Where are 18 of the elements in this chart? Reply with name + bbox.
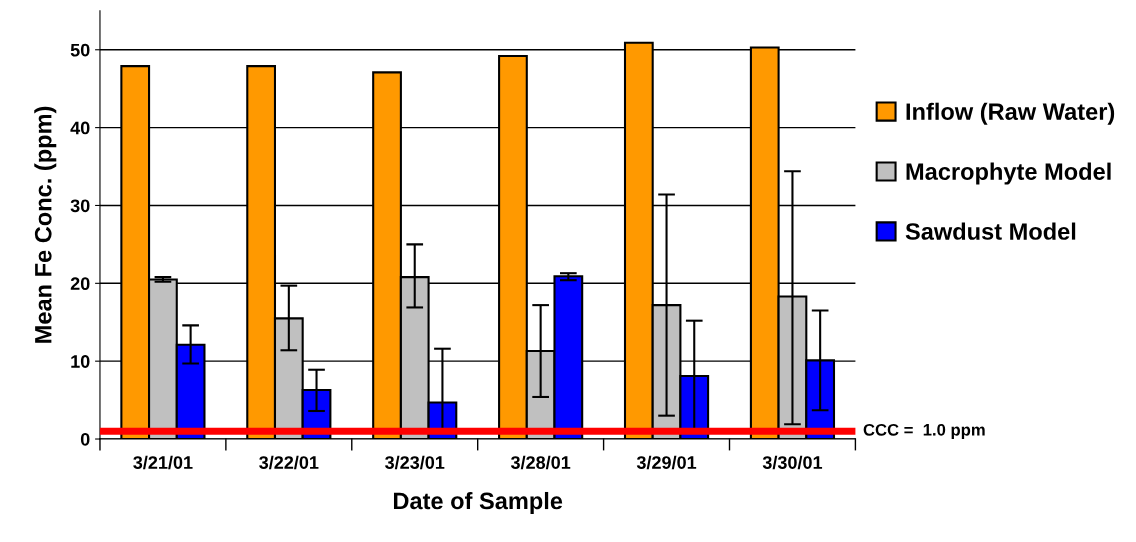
y-axis-title: Mean Fe Conc. (ppm) (34, 106, 57, 343)
y-tick-label: 0 (80, 432, 90, 446)
x-tick-label: 3/22/01 (259, 455, 319, 470)
y-tick-label: 40 (70, 121, 90, 135)
x-tick-label: 3/23/01 (385, 455, 445, 470)
y-tick-label: 30 (70, 199, 90, 213)
x-tick-label: 3/29/01 (636, 455, 697, 470)
y-tick-label: 20 (70, 277, 90, 291)
legend-label: Inflow (Raw Water) (906, 102, 1115, 125)
legend-label: Macrophyte Model (906, 162, 1111, 185)
x-tick-label: 3/21/01 (133, 455, 193, 470)
legend-label: Sawdust Model (905, 222, 1076, 240)
x-tick-label: 3/30/01 (762, 455, 823, 470)
ref-line-label: CCC = 1.0 ppm (863, 423, 985, 439)
y-tick-label: 10 (71, 355, 90, 368)
x-tick-label: 3/28/01 (510, 455, 571, 470)
x-axis-title: Date of Sample (393, 491, 563, 514)
y-tick-label: 50 (70, 43, 90, 57)
